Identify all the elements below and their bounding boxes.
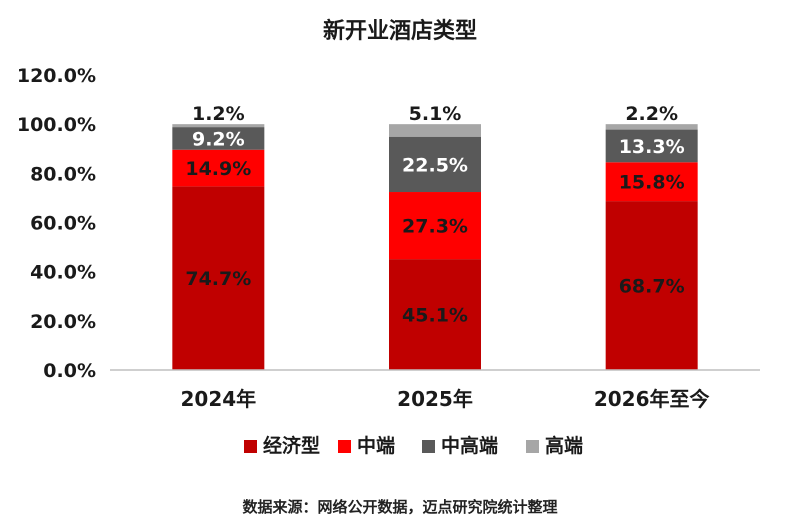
data-label: 9.2% bbox=[192, 128, 245, 150]
data-label: 27.3% bbox=[402, 216, 468, 238]
bar-segment bbox=[605, 129, 698, 163]
data-label: 45.1% bbox=[402, 305, 468, 327]
bar-segment bbox=[172, 124, 265, 128]
x-axis: 2024年 2025年 2026年至今 bbox=[110, 369, 760, 411]
bar-segment bbox=[172, 127, 265, 150]
bars: 74.7% 14.9% 9.2% 1.2% 45.1% 27.3% 22.5% 5.1% 68.… bbox=[172, 103, 698, 370]
data-label: 14.9% bbox=[185, 158, 251, 180]
stacked-bar-chart: 新开业酒店类型 0.0% 20.0% 40.0% 60.0% 80.0% 100.0% 12… bbox=[17, 18, 760, 457]
bar-segment bbox=[389, 136, 481, 193]
legend: 经济型 中端 中高端 高端 bbox=[244, 434, 583, 457]
y-tick-label: 20.0% bbox=[30, 311, 96, 333]
legend-swatch bbox=[338, 440, 351, 453]
data-label: 2.2% bbox=[625, 103, 678, 125]
x-tick-label: 2026年至今 bbox=[594, 387, 711, 411]
bar-segment bbox=[172, 186, 265, 370]
chart-title: 新开业酒店类型 bbox=[323, 18, 477, 44]
bar-segment bbox=[389, 192, 481, 260]
data-label: 5.1% bbox=[409, 103, 462, 125]
x-tick-label: 2025年 bbox=[397, 387, 473, 411]
bar-segment bbox=[605, 162, 698, 202]
bar-segment bbox=[172, 149, 265, 187]
legend-swatch bbox=[244, 440, 257, 453]
legend-label: 中端 bbox=[357, 434, 395, 457]
y-tick-label: 40.0% bbox=[30, 262, 96, 284]
y-tick-label: 120.0% bbox=[17, 65, 96, 87]
source-note: 数据来源：网络公开数据，迈点研究院统计整理 bbox=[242, 498, 558, 516]
legend-label: 经济型 bbox=[263, 434, 320, 457]
legend-swatch bbox=[526, 440, 539, 453]
bar-segment bbox=[605, 201, 698, 370]
y-tick-label: 0.0% bbox=[43, 360, 96, 382]
data-label: 74.7% bbox=[185, 268, 251, 290]
data-label: 22.5% bbox=[402, 154, 468, 176]
bar-segment bbox=[389, 259, 481, 370]
y-axis: 0.0% 20.0% 40.0% 60.0% 80.0% 100.0% 120.0% bbox=[17, 65, 96, 382]
bar-segment bbox=[389, 124, 481, 137]
y-tick-label: 60.0% bbox=[30, 213, 96, 235]
legend-swatch bbox=[422, 440, 435, 453]
y-tick-label: 100.0% bbox=[17, 114, 96, 136]
x-tick-label: 2024年 bbox=[180, 387, 256, 411]
legend-label: 中高端 bbox=[441, 434, 498, 457]
data-label: 68.7% bbox=[619, 276, 685, 298]
data-label: 1.2% bbox=[192, 103, 245, 125]
y-tick-label: 80.0% bbox=[30, 163, 96, 185]
data-label: 15.8% bbox=[619, 172, 685, 194]
bar-segment bbox=[605, 124, 698, 130]
legend-label: 高端 bbox=[545, 434, 583, 457]
data-label: 13.3% bbox=[619, 136, 685, 158]
